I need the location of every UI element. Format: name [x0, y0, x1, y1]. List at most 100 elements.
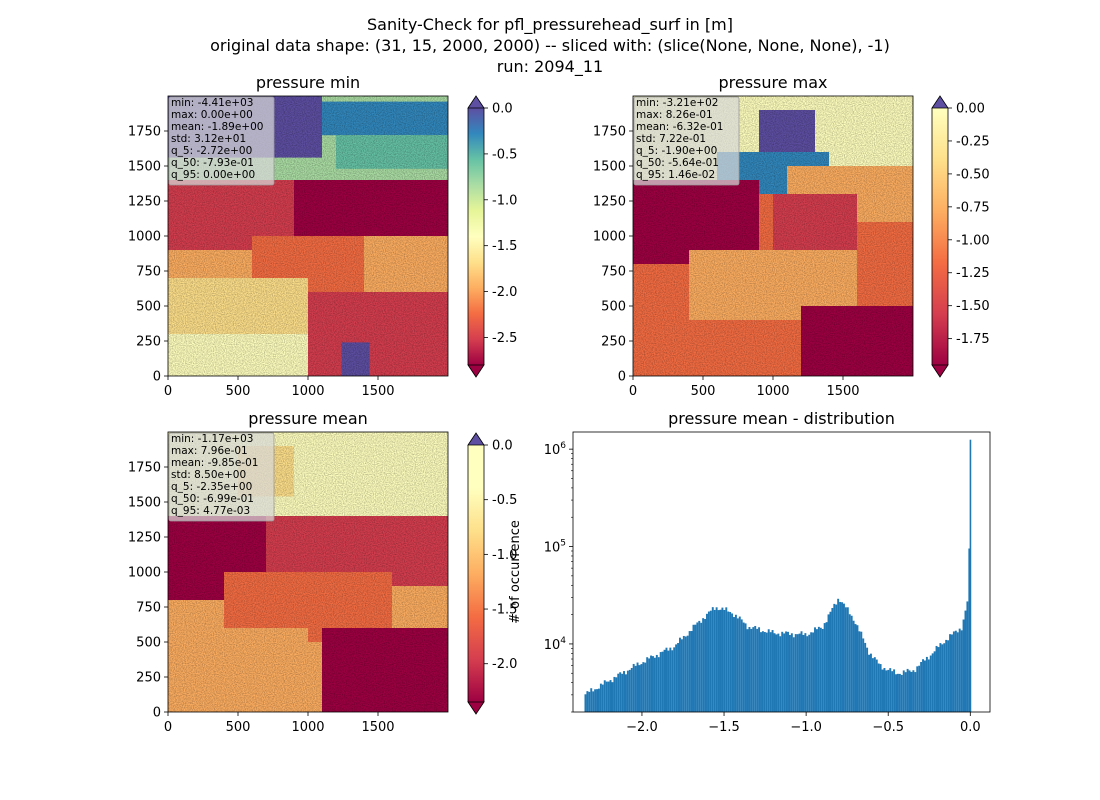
histogram-bar [727, 611, 730, 712]
panel-title: pressure mean - distribution [668, 409, 895, 428]
histogram-bar [634, 665, 637, 712]
histogram-bar [680, 639, 683, 712]
colorbar: 0.00 -0.25 -0.50 -0.75 -1.00 -1.25 -1.50 -1.75 [931, 95, 990, 378]
histogram-bar [760, 632, 762, 712]
histogram-bar [904, 672, 907, 712]
histogram-bar [721, 607, 724, 712]
histogram-bar [871, 658, 874, 712]
histogram-bar [941, 644, 944, 712]
histogram-bar [968, 548, 971, 712]
histogram-bar [597, 688, 600, 712]
histogram-bar [829, 611, 832, 712]
histogram-bar [806, 636, 809, 712]
suptitle-line-0: Sanity-Check for pfl_pressurehead_surf i… [367, 15, 733, 35]
y-tick-exponent: 4 [560, 636, 566, 646]
histogram-bar [607, 681, 610, 712]
histogram-bar [827, 614, 830, 712]
x-tick-label: −1.5 [708, 720, 740, 735]
histogram-bar [804, 633, 807, 712]
histogram-bar [590, 688, 593, 712]
histogram-bar [769, 632, 772, 712]
histogram-bar [947, 640, 950, 712]
histogram-bar [877, 663, 880, 712]
y-tick-label: 106 [544, 441, 567, 458]
histogram-bar [682, 635, 685, 712]
x-tick-label: 0 [164, 720, 172, 735]
histogram-bar [900, 674, 903, 712]
histogram-bar [679, 637, 681, 712]
histogram-bar [781, 631, 784, 712]
histogram-bar [798, 633, 801, 712]
x-tick-label: 1500 [361, 384, 394, 399]
y-tick-label: 1250 [128, 531, 161, 546]
stats-line: q_95: 1.46e-02 [636, 169, 715, 181]
histogram-bar [835, 604, 838, 712]
y-tick-label: 500 [601, 300, 626, 315]
histogram-bar [611, 682, 614, 712]
colorbar: 0.0 -0.5 -1.0 -1.5 -2.0 -2.5 [467, 95, 517, 378]
histogram-bar [916, 666, 919, 712]
x-tick-label: 1500 [826, 384, 859, 399]
stats-box-background [168, 432, 275, 522]
histogram-bar [783, 633, 786, 712]
colorbar-tick-label: -0.5 [492, 493, 517, 508]
stats-line: q_50: -5.64e-01 [636, 157, 719, 169]
colorbar-tick-label: -0.5 [492, 147, 517, 162]
y-tick-label: 1000 [593, 230, 626, 245]
colorbar-tick-label: 0.0 [492, 439, 513, 454]
axes-frame [572, 431, 991, 713]
histogram-bar [615, 677, 618, 712]
heatmap-image [168, 96, 448, 376]
histogram-bar [846, 607, 849, 712]
histogram-bar [663, 649, 666, 712]
histogram-bar [966, 601, 969, 712]
histogram-bar [850, 615, 853, 712]
histogram-bar [740, 619, 743, 712]
histogram-bar [862, 638, 865, 712]
x-tick-label: 500 [691, 384, 716, 399]
panel-title: pressure mean [248, 409, 368, 428]
stats-line: min: -3.21e+02 [636, 97, 718, 109]
histogram-bar [875, 659, 878, 712]
histogram-bar [918, 665, 921, 712]
y-tick-label: 1750 [128, 125, 161, 140]
y-tick-label: 1500 [128, 160, 161, 175]
heatmap-panel-2: pressure mean 0 500 1000 1500 0 250 500 750 1000 1… [128, 409, 517, 735]
colorbar-gradient [932, 108, 948, 365]
histogram-bar [841, 602, 843, 712]
histogram-bar [763, 632, 766, 712]
histogram-bar [734, 614, 737, 712]
y-tick-label: 104 [544, 636, 567, 653]
histogram-bar [702, 618, 705, 712]
histogram-bar [761, 631, 764, 712]
histogram-bar [619, 672, 622, 712]
histogram-bar [935, 645, 938, 712]
stats-line: min: -1.17e+03 [171, 433, 253, 445]
histogram-bar [819, 627, 822, 712]
histogram-bar [617, 673, 620, 712]
histogram-bar [922, 659, 925, 712]
histogram-bar [594, 689, 597, 712]
histogram-bar [887, 669, 890, 712]
histogram-bar [744, 623, 747, 712]
histogram-bar [777, 633, 780, 712]
y-tick-label: 1750 [128, 461, 161, 476]
histogram-bar [883, 668, 886, 712]
histogram-bar [733, 617, 735, 712]
histogram-bar [653, 657, 656, 712]
histogram-bar [898, 673, 901, 712]
histogram-bar [625, 674, 627, 712]
histogram-bar [779, 636, 782, 712]
histogram-bar [696, 622, 699, 712]
histogram-bar [895, 674, 897, 712]
histogram-bar [823, 623, 826, 712]
histogram-bar [623, 671, 626, 712]
histogram-bar [667, 650, 670, 712]
x-tick-label: 0 [629, 384, 637, 399]
histogram-bar [844, 607, 847, 712]
histogram-bar [688, 631, 691, 712]
histogram-bar [756, 628, 759, 712]
stats-box-background [168, 96, 275, 186]
histogram-bar [775, 634, 778, 712]
